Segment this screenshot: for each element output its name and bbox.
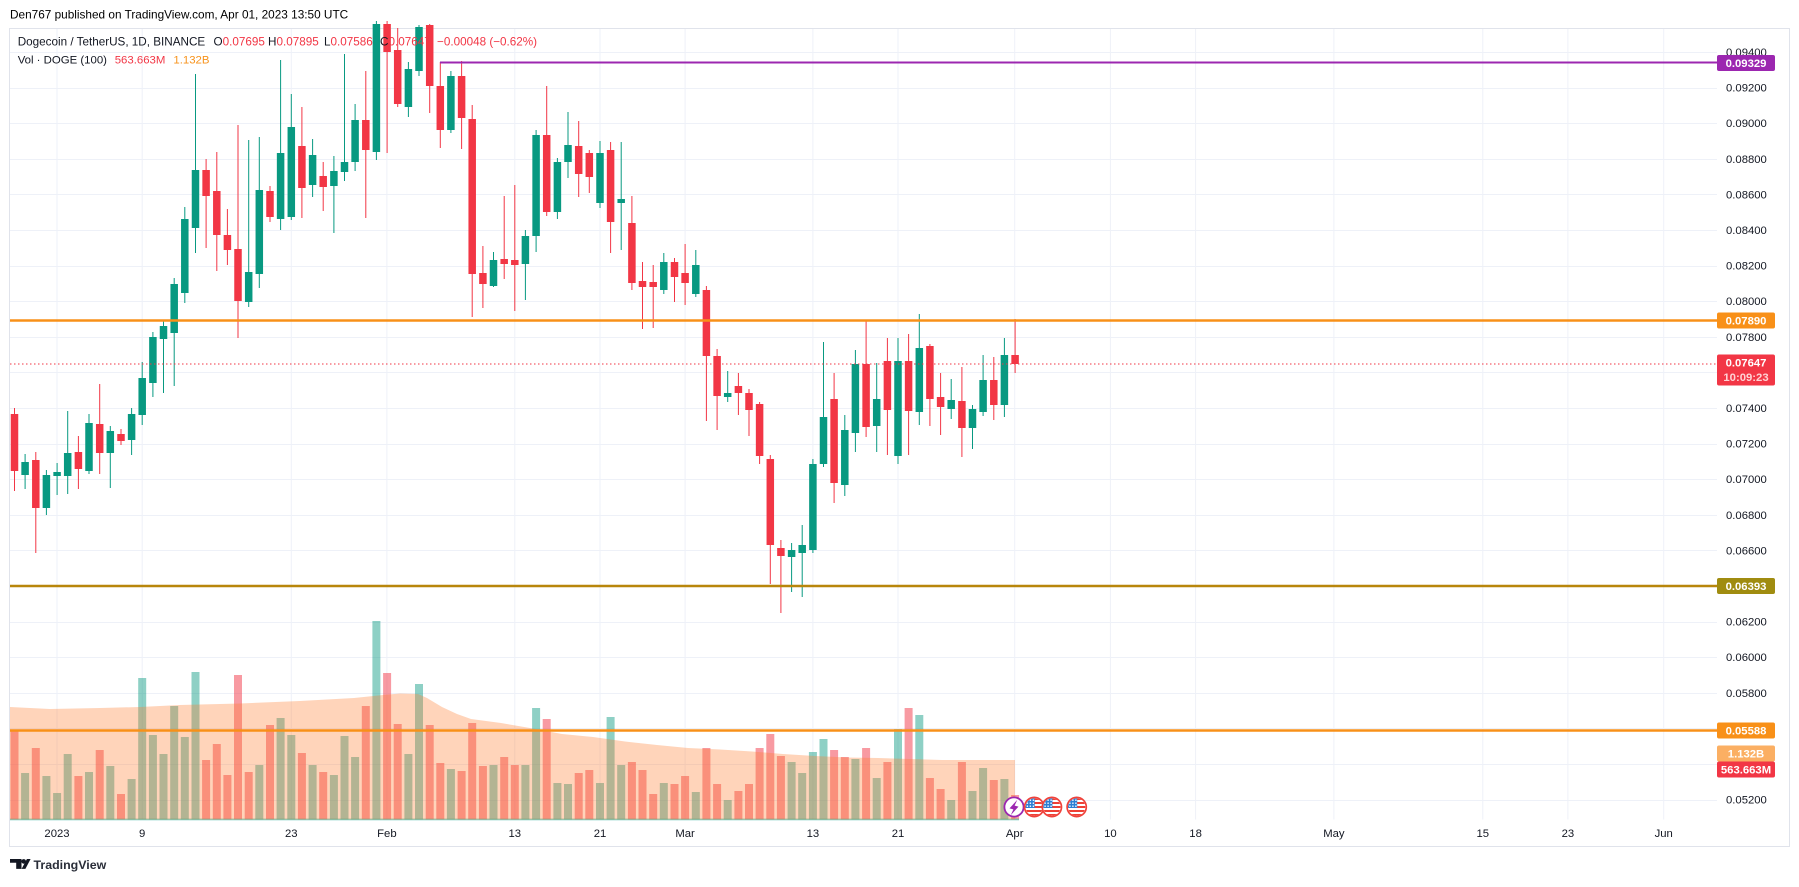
svg-text:0.07200: 0.07200 xyxy=(1726,439,1767,451)
svg-text:0.09000: 0.09000 xyxy=(1726,118,1767,130)
svg-text:0.07000: 0.07000 xyxy=(1726,474,1767,486)
svg-text:0.08600: 0.08600 xyxy=(1726,189,1767,201)
svg-text:May: May xyxy=(1323,828,1345,840)
svg-text:23: 23 xyxy=(285,828,298,840)
svg-text:Apr: Apr xyxy=(1006,828,1024,840)
svg-text:0.05200: 0.05200 xyxy=(1726,795,1767,807)
svg-text:0.07800: 0.07800 xyxy=(1726,332,1767,344)
svg-text:0.06000: 0.06000 xyxy=(1726,652,1767,664)
svg-text:10: 10 xyxy=(1104,828,1117,840)
svg-text:0.08800: 0.08800 xyxy=(1726,154,1767,166)
svg-text:Mar: Mar xyxy=(675,828,695,840)
svg-text:0.09329: 0.09329 xyxy=(1726,58,1767,70)
svg-text:15: 15 xyxy=(1477,828,1490,840)
svg-text:0.05588: 0.05588 xyxy=(1726,726,1767,738)
svg-text:0.05800: 0.05800 xyxy=(1726,688,1767,700)
svg-text:0.06200: 0.06200 xyxy=(1726,617,1767,629)
svg-text:Den767 published on TradingVie: Den767 published on TradingView.com, Apr… xyxy=(10,8,349,22)
svg-text:TradingView: TradingView xyxy=(34,858,107,872)
svg-text:2023: 2023 xyxy=(44,828,69,840)
svg-text:13: 13 xyxy=(807,828,820,840)
svg-text:0.08200: 0.08200 xyxy=(1726,261,1767,273)
svg-text:0.09200: 0.09200 xyxy=(1726,83,1767,95)
svg-text:1.132B: 1.132B xyxy=(1728,749,1764,761)
svg-text:10:09:23: 10:09:23 xyxy=(1723,372,1768,384)
svg-text:23: 23 xyxy=(1562,828,1575,840)
svg-text:0.08000: 0.08000 xyxy=(1726,296,1767,308)
svg-text:21: 21 xyxy=(892,828,905,840)
svg-text:563.663M: 563.663M xyxy=(1721,765,1771,777)
svg-text:0.08400: 0.08400 xyxy=(1726,225,1767,237)
svg-text:Jun: Jun xyxy=(1655,828,1673,840)
svg-text:13: 13 xyxy=(509,828,522,840)
svg-text:9: 9 xyxy=(139,828,145,840)
svg-text:0.06800: 0.06800 xyxy=(1726,510,1767,522)
svg-text:0.06600: 0.06600 xyxy=(1726,545,1767,557)
svg-text:0.06393: 0.06393 xyxy=(1726,581,1767,593)
svg-text:18: 18 xyxy=(1189,828,1202,840)
svg-text:Feb: Feb xyxy=(377,828,396,840)
svg-text:0.07400: 0.07400 xyxy=(1726,403,1767,415)
svg-text:21: 21 xyxy=(594,828,607,840)
svg-text:0.07890: 0.07890 xyxy=(1726,316,1767,328)
svg-text:Dogecoin / TetherUS, 1D, BINAN: Dogecoin / TetherUS, 1D, BINANCE O0.07695… xyxy=(18,35,537,48)
svg-text:0.07647: 0.07647 xyxy=(1726,358,1767,370)
